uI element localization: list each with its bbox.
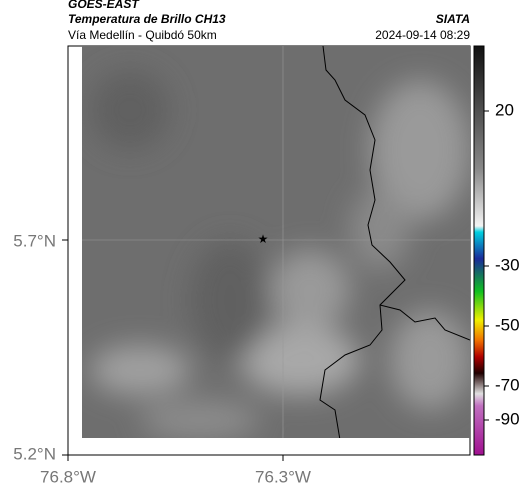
colorbar-tick-label: -70: [495, 375, 520, 394]
colorbar-ticks: 20 -30 -50 -70 -90: [484, 100, 520, 428]
colorbar-tick-label: -50: [495, 315, 520, 334]
source: SIATA: [436, 12, 470, 26]
lat-label: 5.2°N: [13, 444, 56, 463]
subtitle: Temperatura de Brillo CH13: [68, 12, 226, 26]
city-marker: ★: [258, 232, 269, 246]
colorbar-tick-label: -30: [495, 255, 520, 274]
datetime: 2024-09-14 08:29: [375, 28, 470, 42]
route: Vía Medellín - Quibdó 50km: [68, 28, 217, 42]
title: GOES-EAST: [68, 0, 140, 11]
colorbar-tick-label: 20: [495, 100, 514, 119]
colorbar: [473, 45, 485, 456]
satellite-image: [82, 46, 470, 438]
lat-label: 5.7°N: [13, 231, 56, 250]
lon-label: 76.8°W: [40, 467, 96, 486]
lon-label: 76.3°W: [255, 467, 311, 486]
colorbar-tick-label: -90: [495, 409, 520, 428]
